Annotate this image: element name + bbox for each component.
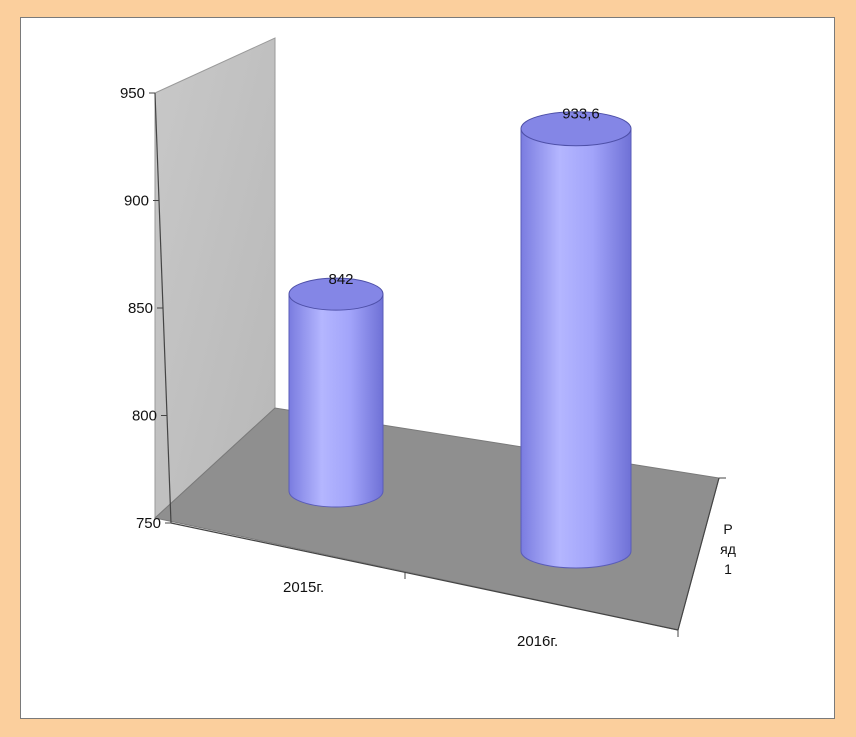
value-axis-ticks: 750 800 850 900 950 xyxy=(120,85,171,532)
value-tick-label: 800 xyxy=(132,408,157,425)
floor xyxy=(153,407,720,631)
cylinder-2015г.: 842 xyxy=(288,271,384,508)
data-label: 842 xyxy=(328,271,353,288)
value-tick-label: 900 xyxy=(124,193,149,210)
cylinder-2016г.: 933,6 xyxy=(520,106,632,569)
depth-label-line-3: 1 xyxy=(724,561,732,577)
cylinder-chart: 750 800 850 900 950 842 933,6 2015г. 2016г. Р… xyxy=(120,37,736,650)
depth-label-line-1: Р xyxy=(723,521,732,537)
value-tick-label: 750 xyxy=(136,515,161,532)
chart-panel: 750 800 850 900 950 842 933,6 2015г. 2016г. Р… xyxy=(20,17,835,719)
value-tick-label: 850 xyxy=(128,300,153,317)
category-label-2016: 2016г. xyxy=(517,633,558,650)
depth-label-line-2: яд xyxy=(720,541,736,557)
category-axis xyxy=(170,522,679,631)
cylinders: 842 933,6 xyxy=(288,106,632,569)
cylinder-top xyxy=(288,277,384,311)
value-tick-label: 950 xyxy=(120,85,145,102)
depth-axis xyxy=(677,477,720,631)
gridline xyxy=(278,145,294,201)
cylinder-body xyxy=(520,128,632,569)
category-label-2015: 2015г. xyxy=(283,579,324,596)
cylinder-top xyxy=(520,111,632,147)
data-label: 933,6 xyxy=(562,106,600,123)
cylinder-body xyxy=(288,293,384,508)
